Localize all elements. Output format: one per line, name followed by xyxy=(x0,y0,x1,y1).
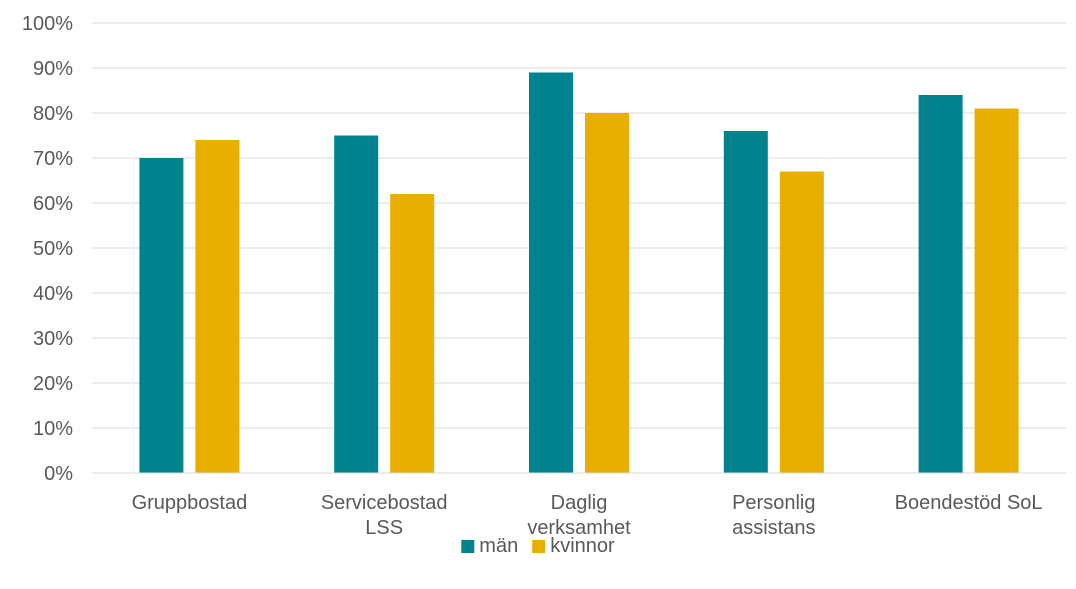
bar-man xyxy=(334,135,379,473)
category-label: Daglig verksamhet xyxy=(527,492,631,539)
y-tick-label: 90% xyxy=(33,58,73,80)
legend: män kvinnor xyxy=(461,535,615,557)
bars xyxy=(139,72,1019,473)
bar-man xyxy=(723,131,768,473)
category-label: Servicebostad LSS xyxy=(321,492,448,539)
y-tick-label: 100% xyxy=(22,13,73,35)
bar-kvinnor xyxy=(390,194,435,473)
y-tick-label: 40% xyxy=(33,283,73,305)
category-labels: Gruppbostad Servicebostad LSS Daglig verksam… xyxy=(132,492,1043,539)
bar-man xyxy=(918,95,963,473)
y-tick-label: 50% xyxy=(33,238,73,260)
bar-kvinnor xyxy=(585,113,629,473)
y-tick-label: 70% xyxy=(33,148,73,170)
category-label: Gruppbostad xyxy=(132,492,248,514)
legend-swatch xyxy=(461,540,475,553)
y-axis-ticks: 0% 10% 20% 30% 40% 50% 60% 70% 80% 90% 100% xyxy=(22,13,73,485)
y-tick-label: 0% xyxy=(44,463,73,485)
y-tick-label: 30% xyxy=(33,328,73,350)
y-tick-label: 10% xyxy=(33,418,73,440)
legend-swatch xyxy=(532,540,546,553)
bar-man xyxy=(529,72,573,473)
y-tick-label: 60% xyxy=(33,193,73,215)
category-label: Personlig assistans xyxy=(732,492,815,539)
bar-kvinnor xyxy=(195,140,240,473)
y-tick-label: 80% xyxy=(33,103,73,125)
legend-label: män xyxy=(479,535,518,557)
bar-man xyxy=(139,158,184,473)
gridlines xyxy=(92,22,1066,429)
legend-label: kvinnor xyxy=(550,535,615,557)
bar-kvinnor xyxy=(779,171,824,473)
bar-kvinnor xyxy=(974,108,1019,473)
category-label: Boendestöd SoL xyxy=(895,492,1043,514)
y-tick-label: 20% xyxy=(33,373,73,395)
